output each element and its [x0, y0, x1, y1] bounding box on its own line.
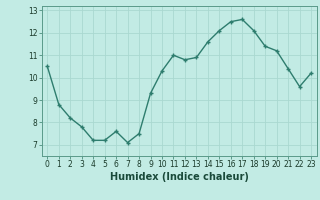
X-axis label: Humidex (Indice chaleur): Humidex (Indice chaleur): [110, 172, 249, 182]
